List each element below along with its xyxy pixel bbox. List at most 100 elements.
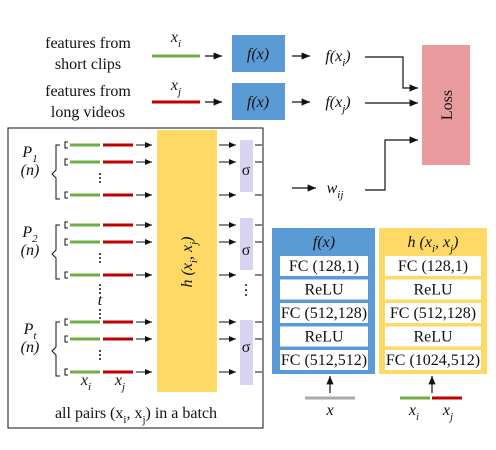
dot <box>99 309 101 311</box>
text-part: t <box>98 292 103 309</box>
text-part: j <box>448 243 453 255</box>
dot <box>245 284 247 286</box>
caption: all pairs (xi, xj) in a batch <box>55 405 217 426</box>
text-part: FC (128,1) <box>398 258 468 275</box>
text-part: f(x <box>325 48 342 65</box>
text-part: f(x <box>325 94 342 111</box>
text-part: i <box>188 260 200 263</box>
text-part: , x <box>126 405 142 422</box>
text-part: ReLU <box>304 282 344 299</box>
bracket <box>64 221 68 229</box>
output-label: f(xi) <box>325 48 350 69</box>
bracket <box>64 158 68 166</box>
text-part: long videos <box>51 104 125 121</box>
text-part: FC (128,1) <box>289 258 359 275</box>
encoder-label: f(x) <box>247 94 269 111</box>
dot <box>99 354 101 356</box>
table-cell <box>280 303 368 323</box>
bracket <box>64 318 68 326</box>
dot <box>99 257 101 259</box>
dot <box>99 181 101 183</box>
text-part: (n) <box>21 162 40 179</box>
text-part: j <box>448 411 453 423</box>
table-row: ReLU <box>304 329 344 346</box>
text-part: x <box>442 402 450 419</box>
group-label: Pt <box>23 321 38 342</box>
table-row: ReLU <box>413 282 453 299</box>
table-row: FC (1024,512) <box>386 352 480 369</box>
table-row: ReLU <box>304 282 344 299</box>
h-bar <box>157 130 217 392</box>
text-part: Loss <box>439 90 456 120</box>
table-row: FC (128,1) <box>289 258 359 275</box>
text-part: FC (512,128) <box>281 305 367 322</box>
text-part: x <box>114 372 122 389</box>
table-row: ReLU <box>413 329 453 346</box>
group-label: P1 <box>21 144 37 165</box>
brace <box>51 321 60 377</box>
text-part: σ <box>242 162 251 179</box>
text-part: features from <box>45 35 131 52</box>
dot <box>99 350 101 352</box>
dot <box>99 261 101 263</box>
input-label: features from <box>45 35 131 52</box>
dot <box>99 253 101 255</box>
table-input: xi <box>408 402 419 423</box>
table-input: x <box>325 402 333 419</box>
text-part: w <box>327 180 338 197</box>
dot <box>99 292 101 294</box>
dot <box>245 289 247 291</box>
encoder-box <box>232 35 285 72</box>
table-header: h (xi, xj) <box>408 234 459 255</box>
text-part: ) <box>179 237 196 243</box>
text-part: h (x <box>179 263 196 287</box>
table-cell <box>385 279 481 300</box>
bracket <box>64 368 68 376</box>
text-part: x <box>170 29 178 46</box>
sigma-box <box>240 320 253 385</box>
table-header: f(x) <box>313 234 335 251</box>
arrows <box>205 52 436 393</box>
text-part: h (x <box>408 234 432 251</box>
dot <box>99 358 101 360</box>
loss-box <box>422 45 470 165</box>
sigma: σ <box>242 162 251 179</box>
pair-label: xj <box>114 372 125 393</box>
table-cell <box>280 279 368 300</box>
table-row: FC (512,128) <box>390 305 476 322</box>
table-cell <box>280 256 368 276</box>
text-part: (n) <box>21 242 40 259</box>
text-part: i <box>416 411 419 423</box>
input-label: short clips <box>55 56 121 73</box>
encoder-label: f(x) <box>247 46 269 63</box>
brace <box>51 224 60 280</box>
brace <box>51 144 60 200</box>
text-part: FC (1024,512) <box>386 352 480 369</box>
input-var: xi <box>170 29 181 50</box>
text-part: ReLU <box>413 329 453 346</box>
table-row: FC (512,512) <box>281 352 367 369</box>
group-n: (n) <box>21 339 40 356</box>
text-part: i <box>178 38 181 50</box>
table-cell <box>385 303 481 323</box>
dot <box>99 288 101 290</box>
h-label: h (xi, xj) <box>179 237 200 288</box>
text-part: FC (512,512) <box>281 352 367 369</box>
between-label: t <box>98 292 103 309</box>
dot <box>99 317 101 319</box>
text-part: short clips <box>55 56 121 73</box>
table-cell <box>385 326 481 347</box>
input-label: long videos <box>51 104 125 121</box>
text-part: 2 <box>32 233 38 245</box>
text-part: f(x) <box>247 46 269 63</box>
input-var: xj <box>170 77 181 98</box>
text-part: , x <box>179 245 196 260</box>
text-part: x <box>408 402 416 419</box>
dot <box>99 284 101 286</box>
table-row: FC (128,1) <box>398 258 468 275</box>
table-cell <box>385 350 481 370</box>
sigma: σ <box>242 242 251 259</box>
text-part: x <box>170 77 178 94</box>
text-part: j <box>176 86 181 98</box>
output-label: f(xj) <box>325 94 350 115</box>
